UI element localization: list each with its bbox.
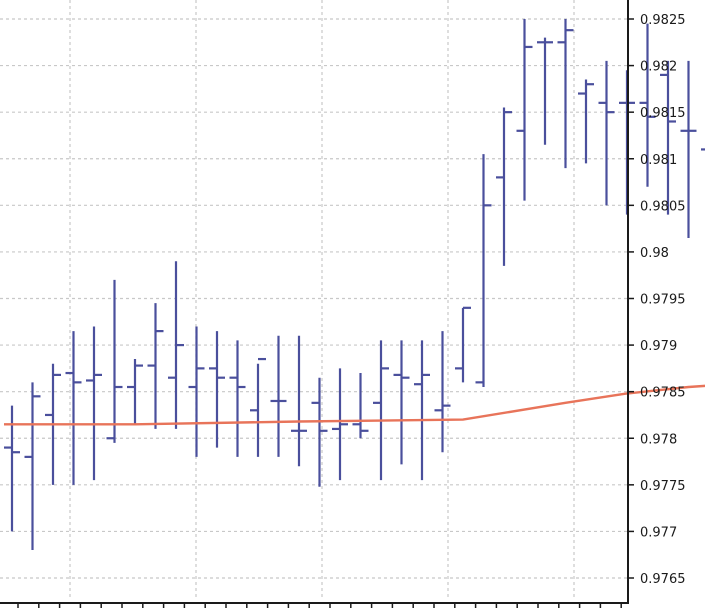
ohlc-bar [4, 405, 20, 532]
y-tick-label: 0.981 [640, 153, 677, 168]
ohlc-bar [701, 148, 705, 151]
y-tick-label: 0.9825 [640, 13, 686, 28]
ohlc-bar [188, 326, 205, 457]
ohlc-bar [598, 60, 615, 206]
ohlc-bar [537, 37, 553, 145]
ohlc-bar [516, 19, 533, 201]
ohlc-bar [475, 154, 492, 388]
ohlc-bar [434, 331, 451, 453]
y-tick-label: 0.977 [640, 525, 677, 540]
y-tick-label: 0.9775 [640, 479, 686, 494]
y-tick-label: 0.9815 [640, 106, 686, 121]
ohlc-bar [660, 60, 676, 215]
ohlc-bar [209, 331, 225, 448]
ohlc-bar [24, 382, 41, 551]
moving-average-line [4, 384, 705, 426]
ohlc-bar [250, 357, 266, 457]
price-bars [4, 19, 705, 551]
ohlc-bar [557, 19, 574, 169]
ohlc-bar [147, 303, 164, 429]
ohlc-bar [106, 279, 123, 443]
ohlc-bar [311, 377, 328, 487]
ohlc-bar [270, 335, 287, 457]
ohlc-bar [373, 340, 389, 481]
ohlc-bar [65, 331, 82, 485]
grid [0, 0, 628, 600]
ohlc-bar [352, 373, 369, 439]
ohlc-bar [168, 261, 184, 429]
ohlc-bar [229, 340, 246, 457]
y-axis: 0.9825 0.982 0.9815 0.981 0.9805 0.98 0.9795 0.… [627, 0, 686, 604]
ohlc-bar [291, 335, 307, 467]
y-tick-label: 0.9795 [640, 293, 686, 308]
ohlc-bar [127, 359, 143, 425]
ohlc-bar [496, 107, 512, 266]
y-tick-label: 0.978 [640, 432, 677, 447]
moving-average [4, 384, 705, 426]
ohlc-bar [639, 23, 656, 187]
x-axis [0, 602, 628, 608]
y-tick-label: 0.979 [640, 339, 677, 354]
ohlc-bar [414, 340, 430, 481]
ohlc-bar [680, 60, 697, 238]
y-tick-label: 0.98 [640, 246, 669, 261]
y-tick-label: 0.9785 [640, 386, 686, 401]
y-tick-label: 0.9805 [640, 199, 686, 214]
ohlc-bar [86, 326, 102, 481]
ohlc-bar [393, 340, 410, 465]
ohlc-bar [455, 306, 471, 383]
y-tick-label: 0.9765 [640, 572, 686, 587]
y-tick-label: 0.982 [640, 60, 677, 75]
ohlc-bar [332, 368, 348, 481]
ohlc-bar [578, 79, 594, 164]
